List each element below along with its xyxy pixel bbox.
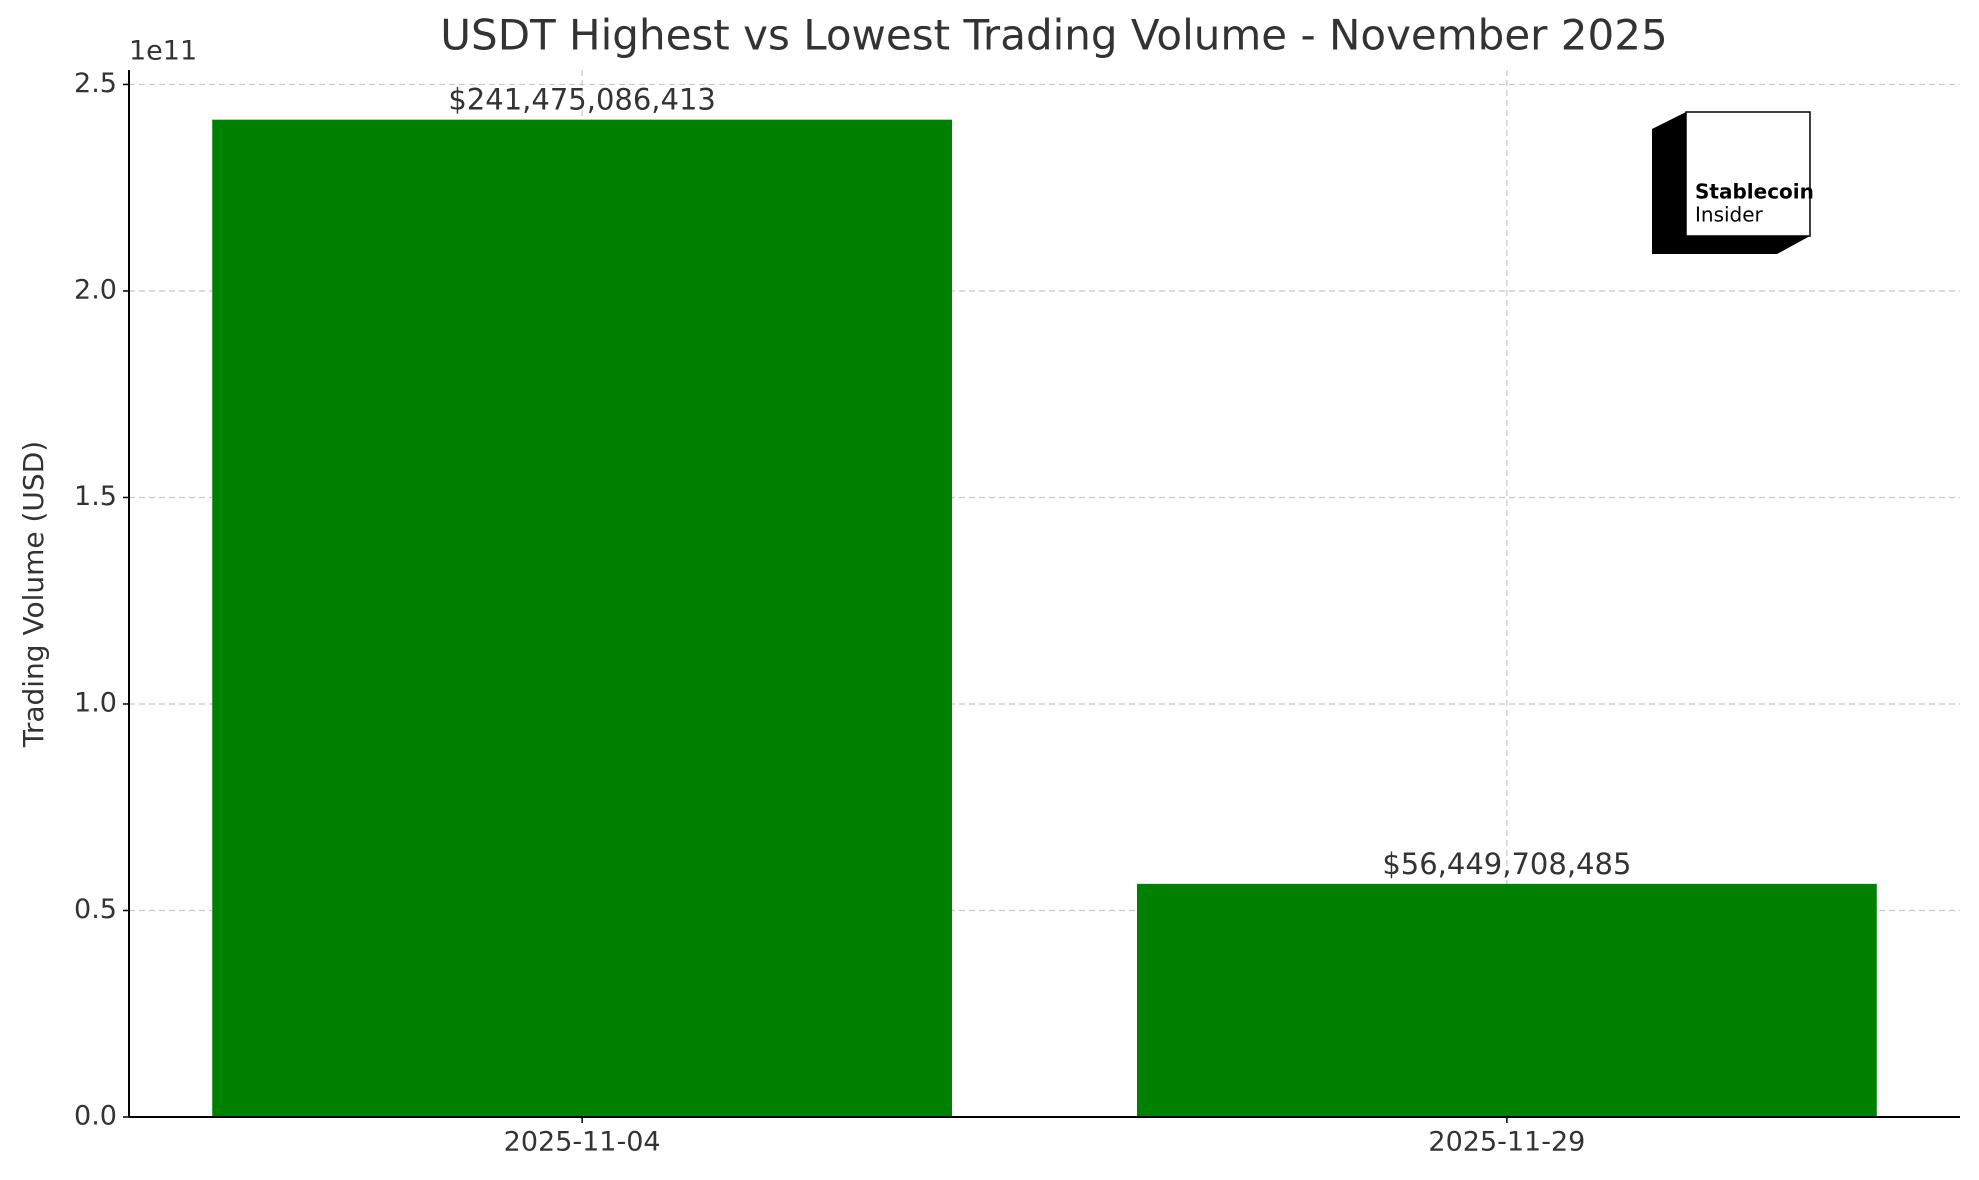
logo: Stablecoin Insider [1652,111,1814,254]
y-tick-label: 1.0 [74,687,117,718]
x-tick-label: 2025-11-04 [504,1127,661,1158]
y-offset-label: 1e11 [129,36,197,67]
y-tick-label: 2.0 [74,274,117,305]
chart-title: USDT Highest vs Lowest Trading Volume - … [440,11,1667,60]
bar [212,119,953,1117]
value-label: $241,475,086,413 [448,83,716,117]
logo-box [1685,111,1811,237]
y-tick-label: 2.5 [74,68,117,99]
logo-text: Stablecoin [1695,180,1814,204]
x-tick-label: 2025-11-29 [1428,1127,1585,1158]
bar [1136,883,1877,1117]
logo-shape [1652,112,1810,254]
y-axis-label: Trading Volume (USD) [17,441,50,748]
value-label: $56,449,708,485 [1382,847,1631,881]
logo-text: Insider [1695,203,1764,227]
y-tick-label: 1.5 [74,481,117,512]
y-tick-label: 0.0 [74,1101,117,1132]
y-tick-label: 0.5 [74,894,117,925]
